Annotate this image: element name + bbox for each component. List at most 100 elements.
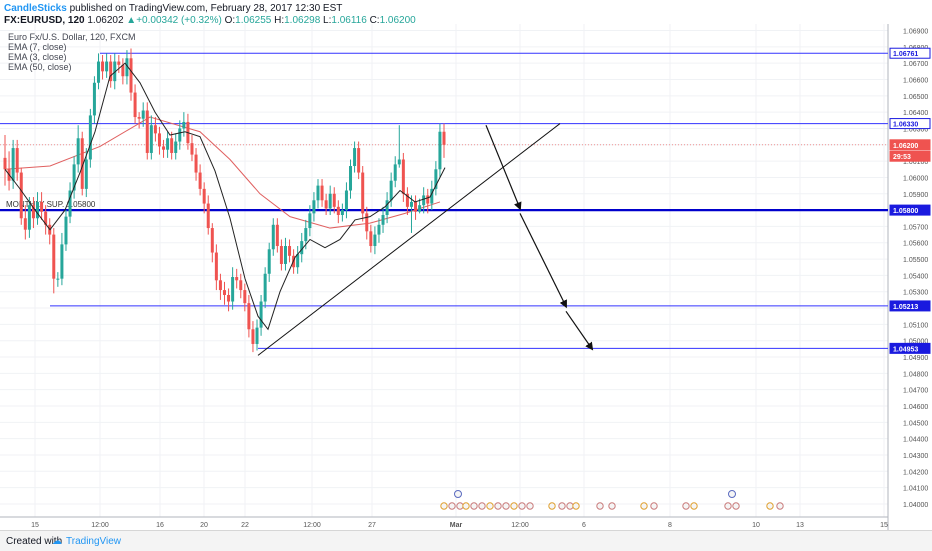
symbol-label[interactable]: FX:EURUSD, 120: [4, 15, 85, 26]
published-text: published on TradingView.com, February 2…: [69, 3, 343, 14]
event-marker-icon: [566, 502, 574, 510]
candle-body: [92, 82, 96, 116]
candle-body: [377, 224, 381, 235]
price-axis-tag-label: 1.06200: [893, 143, 918, 150]
footer-bar: Created with ☁ TradingView: [0, 530, 932, 551]
created-with-text: Created with: [6, 536, 63, 547]
price-tick-label: 1.04700: [903, 388, 928, 395]
candle-body: [137, 117, 141, 119]
price-tick-label: 1.05900: [903, 192, 928, 199]
candle-body: [381, 214, 385, 225]
candle-body: [182, 121, 186, 129]
price-axis-tag: [889, 118, 931, 130]
candle-body: [263, 273, 267, 302]
time-tick-label: 12:00: [91, 522, 109, 529]
ema-50-legend[interactable]: EMA (50, close): [8, 62, 72, 72]
candle-body: [170, 138, 174, 153]
candle-body: [162, 146, 166, 150]
candle-body: [247, 303, 251, 330]
candle-body: [117, 61, 121, 65]
event-marker-icon: [690, 502, 698, 510]
candle-body: [96, 61, 100, 83]
series-title: Euro Fx/U.S. Dollar, 120, FXCM: [8, 32, 136, 42]
candle-body: [324, 200, 328, 209]
candle-body: [19, 172, 23, 219]
candle-body: [243, 290, 247, 304]
candle-body: [72, 164, 76, 191]
candle-body: [344, 190, 348, 211]
price-tick-label: 1.05000: [903, 339, 928, 346]
candle-body: [40, 201, 44, 212]
projection-arrow: [485, 124, 522, 211]
event-marker-icon: [478, 502, 486, 510]
event-marker-icon: [596, 502, 604, 510]
price-axis-tag: [889, 139, 931, 151]
author-link[interactable]: CandleSticks: [4, 3, 67, 14]
candle-body: [389, 180, 393, 201]
cloud-logo-icon: ☁: [52, 536, 62, 547]
candle-body: [349, 166, 353, 191]
event-marker-icon: [608, 502, 616, 510]
ema-7-legend[interactable]: EMA (7, close): [8, 42, 67, 52]
price-axis-tag: [889, 47, 931, 59]
price-tick-label: 1.04800: [903, 371, 928, 378]
candle-body: [80, 138, 84, 189]
candle-body: [125, 58, 129, 77]
time-tick-label: 10: [752, 522, 760, 529]
candle-body: [312, 200, 316, 214]
ascending-trendline: [257, 123, 561, 356]
event-marker-icon: [462, 502, 470, 510]
candle-body: [52, 234, 56, 279]
price-axis-tag: [889, 300, 931, 312]
price-tick-label: 1.05600: [903, 241, 928, 248]
candle-body: [190, 143, 194, 155]
ema-3-legend[interactable]: EMA (3, close): [8, 52, 67, 62]
price-tick-label: 1.06900: [903, 29, 928, 36]
candle-body: [31, 205, 35, 219]
candle-body: [231, 277, 235, 302]
close-label: C:: [369, 15, 380, 26]
price-tick-label: 1.06600: [903, 78, 928, 85]
price-axis-tag-label: 29:53: [893, 154, 911, 161]
event-marker-icon: [470, 502, 478, 510]
candle-body: [357, 148, 361, 173]
candle-body: [101, 61, 105, 72]
candle-body: [121, 64, 125, 77]
candle-body: [202, 188, 206, 204]
candle-body: [153, 125, 157, 134]
event-marker-icon: [510, 502, 518, 510]
candle-body: [336, 206, 340, 215]
time-tick-label: 15: [880, 522, 888, 529]
time-tick-label: 16: [156, 522, 164, 529]
candle-body: [178, 128, 182, 142]
price-tick-label: 1.04600: [903, 404, 928, 411]
event-marker-icon: [766, 502, 774, 510]
event-marker-icon: [558, 502, 566, 510]
low-label: L:: [323, 15, 332, 26]
time-tick-label: 20: [200, 522, 208, 529]
price-axis-tag-label: 1.06330: [893, 122, 918, 129]
last-price: 1.06202: [87, 15, 124, 26]
candle-body: [76, 138, 80, 165]
candle-body: [288, 246, 292, 256]
price-tick-label: 1.05300: [903, 290, 928, 297]
candle-body: [227, 294, 231, 302]
candle-body: [3, 157, 7, 170]
candle-body: [353, 148, 357, 167]
event-marker-icon: [724, 502, 732, 510]
price-chart[interactable]: 1.069001.068001.067001.066001.065001.064…: [0, 0, 932, 530]
price-axis-tag-label: 1.04953: [893, 346, 918, 353]
candle-body: [109, 61, 113, 82]
event-marker-icon: [728, 490, 736, 498]
time-tick-label: 12:00: [511, 522, 529, 529]
time-tick-label: Mar: [450, 522, 463, 529]
open-label: O:: [224, 15, 236, 26]
event-marker-icon: [776, 502, 784, 510]
candle-body: [332, 193, 336, 207]
event-marker-icon: [526, 502, 534, 510]
event-marker-icon: [650, 502, 658, 510]
candle-body: [308, 213, 312, 229]
tradingview-link[interactable]: TradingView: [66, 536, 122, 547]
event-marker-icon: [456, 502, 464, 510]
candle-body: [393, 164, 397, 181]
